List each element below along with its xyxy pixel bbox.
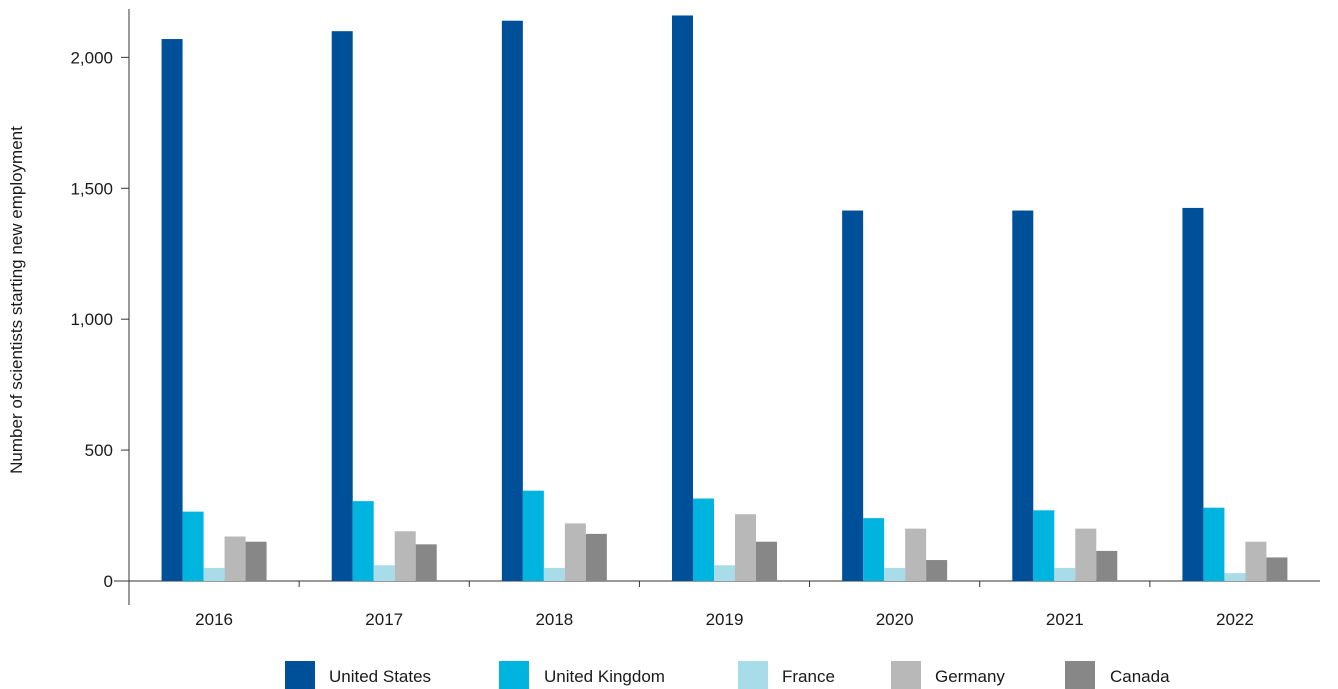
bar <box>224 536 246 581</box>
bar <box>331 31 353 581</box>
x-tick-label: 2019 <box>706 610 744 629</box>
bars <box>161 15 1288 582</box>
legend-label: Germany <box>935 667 1005 686</box>
y-axis-title: Number of scientists starting new employ… <box>7 126 26 474</box>
y-tick-label: 1,500 <box>70 179 113 198</box>
y-tick-label: 1,000 <box>70 310 113 329</box>
legend-swatch <box>891 661 921 689</box>
bar <box>1096 550 1118 581</box>
bar <box>161 39 183 581</box>
legend-label: United States <box>329 667 431 686</box>
bar <box>415 544 437 581</box>
legend-swatch <box>285 661 315 689</box>
bar <box>1033 510 1055 581</box>
bar <box>501 20 523 581</box>
bar <box>1224 573 1246 581</box>
bar <box>564 523 586 581</box>
y-axis-title-group: Number of scientists starting new employ… <box>7 126 26 474</box>
bar <box>884 567 906 581</box>
bar <box>905 528 927 581</box>
bar <box>1266 557 1288 581</box>
bar <box>735 514 756 581</box>
bar <box>1012 210 1034 581</box>
bar <box>245 541 267 581</box>
x-tick-label: 2020 <box>876 610 914 629</box>
legend-swatch <box>738 661 768 689</box>
x-tick-label: 2017 <box>365 610 403 629</box>
bar <box>203 567 225 581</box>
legend-swatch <box>499 661 529 689</box>
bar <box>522 490 544 581</box>
x-tick-label: 2016 <box>195 610 233 629</box>
x-tick-label: 2018 <box>535 610 573 629</box>
y-tick-label: 500 <box>85 441 113 460</box>
legend: United States United Kingdom France Germany… <box>285 661 1170 689</box>
bar <box>352 501 374 581</box>
bar <box>1203 507 1225 581</box>
bar <box>672 15 693 582</box>
bar <box>756 541 777 581</box>
bar <box>585 533 607 581</box>
bar <box>373 565 395 581</box>
x-tick-label: 2021 <box>1046 610 1084 629</box>
legend-swatch <box>1065 661 1095 689</box>
bar <box>543 567 565 581</box>
bar <box>926 560 948 581</box>
x-axis: 2016 2017 2018 2019 2020 2021 2022 <box>114 580 1320 629</box>
y-tick-label: 2,000 <box>70 48 113 67</box>
bar <box>1182 207 1204 581</box>
bar <box>842 210 864 581</box>
y-tick-label: 0 <box>104 572 113 591</box>
bar <box>182 511 204 581</box>
y-axis: 0 500 1,000 1,500 2,000 <box>70 9 130 605</box>
bar <box>1245 541 1267 581</box>
bar <box>863 518 885 581</box>
x-tick-label: 2022 <box>1216 610 1254 629</box>
bar <box>1054 567 1076 581</box>
bar <box>1075 528 1097 581</box>
legend-label: United Kingdom <box>544 667 665 686</box>
bar <box>714 565 735 581</box>
bar <box>394 531 416 581</box>
legend-label: Canada <box>1110 667 1170 686</box>
bar <box>693 498 714 581</box>
legend-label: France <box>782 667 835 686</box>
